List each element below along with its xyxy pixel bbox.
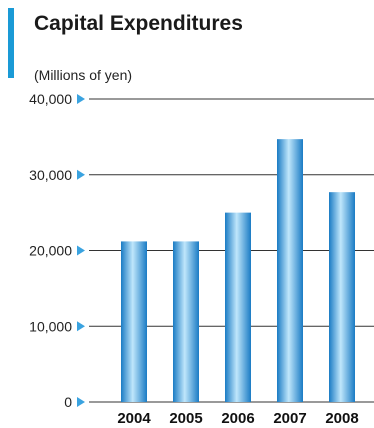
title-accent-bar (8, 8, 14, 78)
bar-2006 (225, 212, 251, 402)
labels-layer: 0 10,000 20,000 30,000 40,000 2004 2005 2006 200… (29, 91, 359, 427)
unit-label: (Millions of yen) (34, 67, 132, 83)
x-tick-label: 2008 (325, 410, 358, 427)
y-tick-label: 0 (64, 394, 72, 410)
tick-arrow-icon (77, 321, 85, 332)
tick-arrow-icon (77, 94, 85, 104)
x-tick-label: 2004 (117, 410, 151, 427)
bars-layer (121, 139, 355, 402)
x-tick-label: 2005 (169, 410, 202, 427)
bar-2008 (329, 192, 355, 402)
y-tick-label: 40,000 (29, 91, 72, 107)
bar-2007 (277, 139, 303, 402)
chart-title: Capital Expenditures (34, 12, 243, 35)
tick-arrow-icon (77, 397, 85, 407)
tick-arrow-icon (77, 245, 85, 256)
x-tick-label: 2006 (221, 410, 254, 427)
x-tick-label: 2007 (273, 410, 306, 427)
y-tick-label: 10,000 (29, 318, 72, 334)
y-tick-label: 20,000 (29, 243, 72, 259)
y-tick-label: 30,000 (29, 167, 72, 183)
tick-arrow-icon (77, 169, 85, 180)
bar-2005 (173, 241, 199, 402)
bar-2004 (121, 241, 147, 402)
